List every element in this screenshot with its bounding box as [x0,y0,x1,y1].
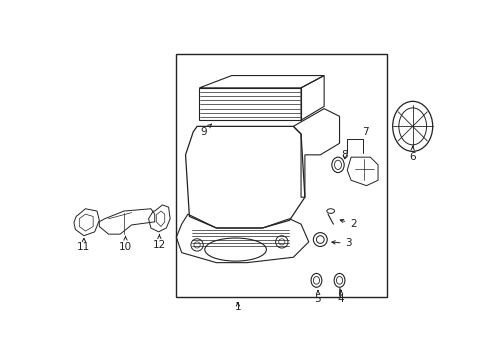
Text: 9: 9 [200,124,211,137]
Text: 6: 6 [408,147,415,162]
Text: 11: 11 [77,238,90,252]
Text: 5: 5 [314,291,321,304]
Text: 10: 10 [119,237,132,252]
Text: 4: 4 [337,291,344,304]
Text: 1: 1 [234,302,241,311]
Bar [175,54,386,297]
Text: 3: 3 [331,238,351,248]
Text: 12: 12 [152,234,165,250]
Text: 2: 2 [340,219,356,229]
Text: 7: 7 [361,127,367,137]
Text: 8: 8 [341,150,347,160]
